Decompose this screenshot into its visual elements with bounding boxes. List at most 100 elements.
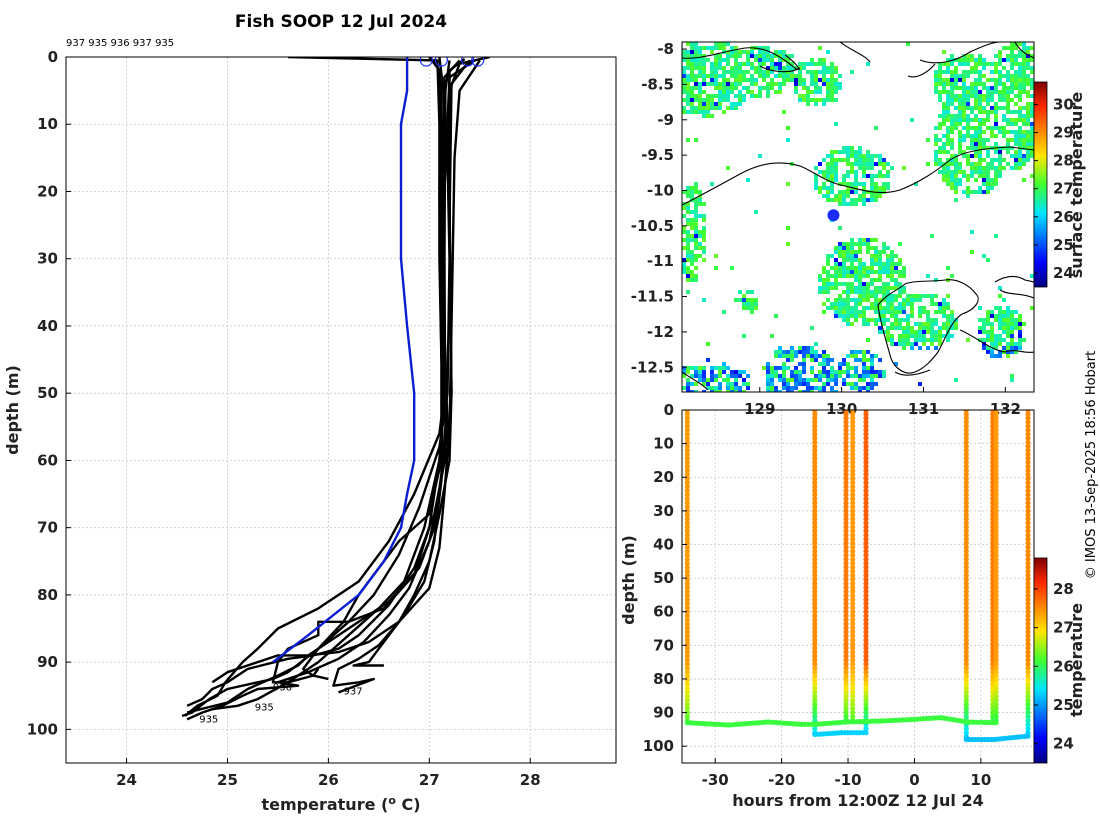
sst-pixel [774, 74, 778, 78]
sst-pixel [794, 382, 798, 386]
sst-pixel [846, 190, 850, 194]
sst-pixel [942, 310, 946, 314]
sst-pixel [862, 362, 866, 366]
sst-pixel [702, 374, 706, 378]
depth-time-point [812, 552, 818, 558]
sst-pixel [1010, 86, 1014, 90]
sst-pixel [814, 74, 818, 78]
sst-pixel [894, 342, 898, 346]
sst-pixel [938, 74, 942, 78]
sst-pixel [750, 290, 754, 294]
sst-pixel [882, 310, 886, 314]
depth-time-point [1025, 661, 1031, 667]
sst-pixel [1006, 322, 1010, 326]
map-sst-pixels [682, 42, 1034, 392]
sst-pixel [1022, 122, 1026, 126]
sst-pixel [910, 326, 914, 330]
depth-time-point [684, 629, 690, 635]
sst-pixel [746, 374, 750, 378]
depth-time-point [1025, 423, 1031, 429]
chart-title: Fish SOOP 12 Jul 2024 [235, 12, 447, 32]
sst-pixel [770, 386, 774, 390]
sst-pixel [686, 274, 690, 278]
sst-pixel [906, 298, 910, 302]
sst-pixel [926, 338, 930, 342]
sst-pixel [1010, 146, 1014, 150]
sst-pixel [958, 118, 962, 122]
depth-time-point [1025, 609, 1031, 615]
sst-pixel [938, 114, 942, 118]
depth-time-point [684, 459, 690, 465]
sst-pixel [930, 294, 934, 298]
depth-time-point [850, 714, 856, 720]
profile-y-label: depth (m) [3, 365, 22, 455]
sst-pixel [842, 290, 846, 294]
depth-time-point [963, 597, 969, 603]
sst-pixel [838, 370, 842, 374]
sst-pixel [874, 174, 878, 178]
sst-pixel [1026, 114, 1030, 118]
depth-time-point [850, 411, 856, 417]
sst-pixel [942, 298, 946, 302]
depth-time-point [843, 629, 849, 635]
sst-pixel [690, 62, 694, 66]
depth-time-point [863, 476, 869, 482]
sst-pixel [738, 90, 742, 94]
sst-pixel [950, 146, 954, 150]
depth-time-point [963, 693, 969, 700]
depth-time-point [812, 439, 818, 445]
sst-pixel [734, 86, 738, 90]
sst-pixel [890, 326, 894, 330]
sst-pixel [870, 318, 874, 322]
sst-pixel [986, 146, 990, 150]
sst-pixel [786, 390, 790, 392]
sst-pixel [822, 74, 826, 78]
sst-pixel [838, 266, 842, 270]
sst-pixel [830, 302, 834, 306]
sst-pixel [906, 330, 910, 334]
sst-pixel [838, 82, 842, 86]
sst-pixel [854, 310, 858, 314]
sst-pixel [826, 154, 830, 158]
sst-pixel [1026, 58, 1030, 62]
depth-time-point [684, 681, 690, 687]
depth-time-point [863, 613, 869, 619]
sst-pixel [926, 330, 930, 334]
sst-pixel [998, 94, 1002, 98]
sst-pixel [1002, 318, 1006, 322]
sst-pixel [694, 242, 698, 246]
depth-time-point [1025, 459, 1031, 465]
sst-pixel [730, 374, 734, 378]
depth-time-point [1025, 544, 1031, 550]
sst-pixel [726, 382, 730, 386]
sst-pixel [722, 370, 726, 374]
sst-pixel [962, 110, 966, 114]
depth-time-point [963, 504, 969, 510]
depth-time-point [1025, 726, 1031, 732]
sst-pixel [926, 318, 930, 322]
sst-pixel [818, 46, 822, 50]
depth-time-point [850, 669, 856, 675]
sst-pixel [990, 130, 994, 134]
depth-time-point [863, 588, 869, 595]
depth-time-point [684, 689, 690, 696]
sst-pixel [694, 78, 698, 82]
sst-pixel [1014, 54, 1018, 58]
sst-pixel [686, 194, 690, 198]
sst-pixel [802, 366, 806, 370]
sst-pixel [726, 94, 730, 98]
sst-pixel [1018, 346, 1022, 350]
sst-pixel [1006, 318, 1010, 322]
sst-pixel [878, 170, 882, 174]
sst-pixel [834, 178, 838, 182]
sst-pixel [954, 170, 958, 174]
sst-pixel [882, 374, 886, 378]
sst-pixel [790, 370, 794, 374]
sst-pixel [842, 182, 846, 186]
depth-time-point [863, 532, 869, 538]
sst-pixel [946, 162, 950, 166]
sst-pixel [878, 286, 882, 290]
depth-time-point [1025, 710, 1031, 716]
sst-pixel [862, 378, 866, 382]
sst-pixel [702, 62, 706, 66]
